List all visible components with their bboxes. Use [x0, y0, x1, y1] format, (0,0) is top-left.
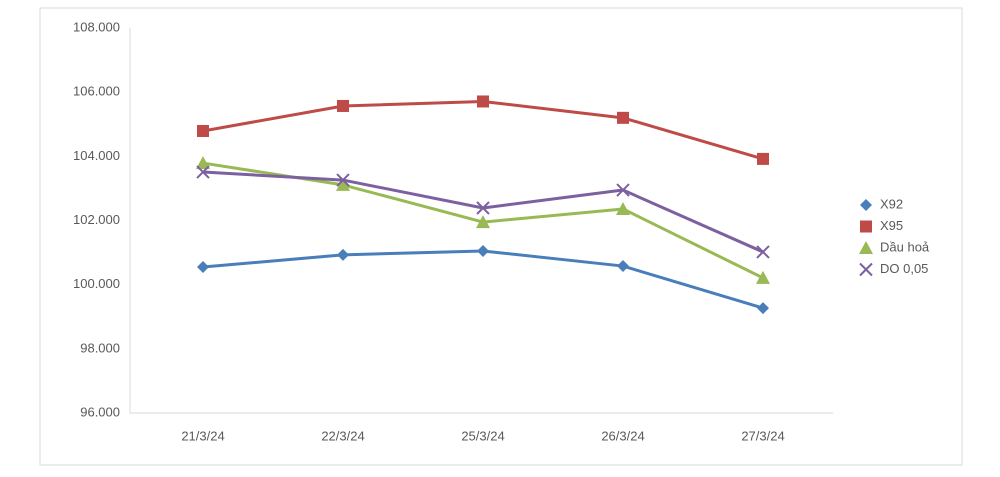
x-tick-label: 27/3/24	[741, 428, 784, 443]
legend-label: X95	[880, 218, 903, 233]
data-point	[476, 201, 490, 215]
data-point	[616, 201, 630, 215]
data-point	[336, 173, 350, 187]
data-point	[477, 244, 489, 257]
data-point	[196, 156, 210, 170]
legend-marker	[860, 220, 872, 233]
data-point	[337, 99, 349, 112]
legend-label: Dầu hoả	[880, 239, 930, 254]
y-tick-label: 100.000	[73, 276, 120, 291]
data-point	[757, 152, 769, 165]
data-point	[337, 248, 349, 261]
data-point	[477, 95, 489, 108]
data-point	[197, 261, 209, 274]
y-tick-label: 106.000	[73, 84, 120, 99]
legend-marker	[859, 241, 873, 254]
y-tick-label: 102.000	[73, 212, 120, 227]
data-point	[617, 111, 629, 124]
data-point	[197, 124, 209, 137]
data-point	[196, 165, 210, 179]
y-tick-label: 104.000	[73, 148, 120, 163]
x-tick-label: 26/3/24	[601, 428, 644, 443]
legend-label: DO 0,05	[880, 261, 928, 276]
data-point	[757, 302, 769, 315]
data-point	[616, 183, 630, 197]
data-point	[756, 245, 770, 259]
data-point	[756, 270, 770, 284]
legend-marker	[859, 262, 873, 277]
data-point	[336, 177, 350, 191]
x-tick-label: 22/3/24	[321, 428, 364, 443]
y-tick-label: 96.000	[80, 404, 120, 419]
x-tick-label: 25/3/24	[461, 428, 504, 443]
y-tick-label: 98.000	[80, 340, 120, 355]
legend-label: X92	[880, 196, 903, 211]
y-tick-label: 108.000	[73, 19, 120, 34]
chart-frame	[39, 7, 963, 466]
x-tick-label: 21/3/24	[181, 428, 224, 443]
legend-marker	[860, 199, 872, 211]
data-point	[617, 260, 629, 273]
data-point	[476, 215, 490, 229]
